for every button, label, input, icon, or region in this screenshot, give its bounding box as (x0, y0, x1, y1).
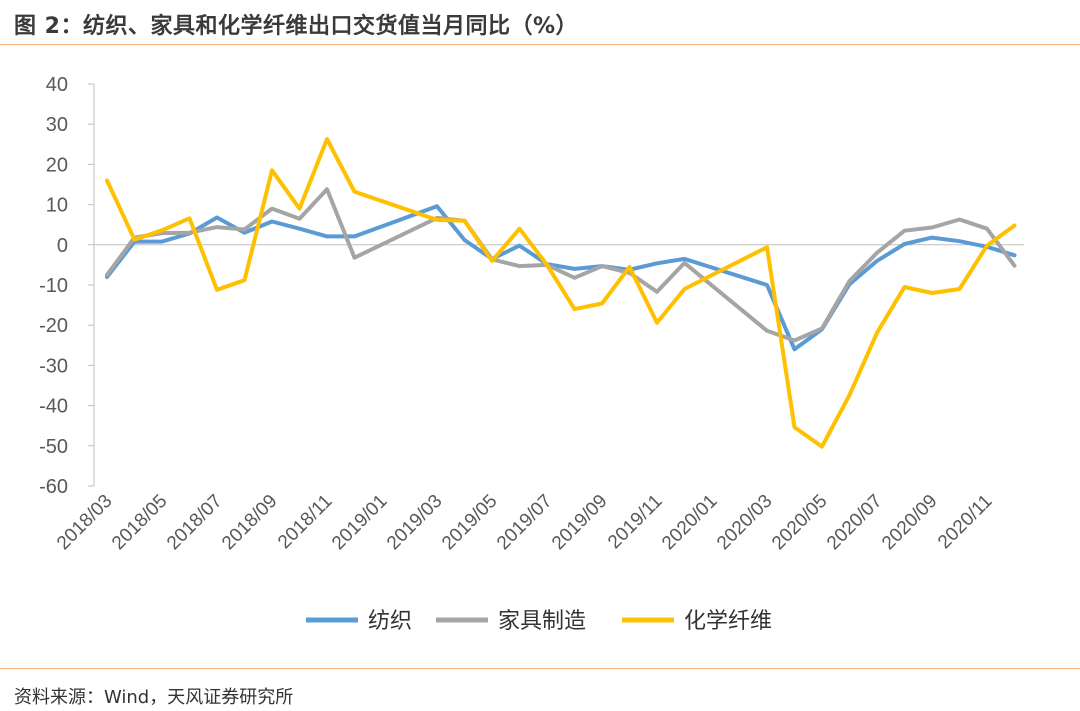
x-tick-label: 2019/05 (438, 491, 501, 554)
x-tick-label: 2019/07 (493, 491, 556, 554)
x-tick-label: 2020/05 (768, 491, 831, 554)
x-tick-label: 2019/11 (604, 491, 666, 553)
y-axis: 40 30 20 10 0 -10 -20 -30 -40 -50 -60 (39, 74, 95, 498)
legend: 纺织 家具制造 化学纤维 (306, 609, 772, 634)
x-tick-label: 2020/09 (878, 491, 941, 554)
x-tick-label: 2020/07 (823, 491, 886, 554)
y-tick-label: 10 (46, 195, 68, 217)
x-tick-label: 2018/07 (163, 491, 226, 554)
source-divider (0, 668, 1080, 669)
y-tick-label: -30 (39, 355, 68, 377)
chart-title: 图 2：纺织、家具和化学纤维出口交货值当月同比（%） (14, 14, 579, 39)
source-note: 资料来源：Wind，天风证券研究所 (14, 687, 294, 708)
x-tick-label: 2018/05 (108, 491, 171, 554)
x-axis: 2018/032018/052018/072018/092018/112019/… (53, 244, 1024, 554)
x-tick-label: 2020/11 (934, 491, 996, 553)
x-tick-label: 2020/01 (658, 491, 721, 554)
x-tick-label: 2019/03 (383, 491, 446, 554)
y-tick-label: 30 (46, 114, 68, 136)
y-tick-label: -50 (39, 436, 68, 458)
x-tick-label: 2019/01 (328, 491, 391, 554)
legend-label: 纺织 (368, 609, 412, 634)
x-tick-label: 2018/11 (274, 491, 336, 553)
y-tick-label: -40 (39, 396, 68, 418)
y-tick-label: 20 (46, 154, 68, 176)
series-lines (105, 137, 1017, 449)
x-tick-label: 2020/03 (713, 491, 776, 554)
y-tick-label: -10 (39, 275, 68, 297)
x-tick-label: 2018/03 (53, 491, 116, 554)
legend-label: 家具制造 (498, 609, 586, 634)
y-tick-label: -20 (39, 315, 68, 337)
y-tick-label: 40 (46, 74, 68, 96)
y-tick-label: -60 (39, 476, 68, 498)
x-tick-label: 2018/09 (218, 491, 281, 554)
title-divider (0, 44, 1080, 45)
legend-label: 化学纤维 (684, 609, 772, 634)
x-tick-label: 2019/09 (548, 491, 611, 554)
series-line-1 (105, 187, 1017, 343)
y-tick-label: 0 (57, 235, 68, 257)
series-line-2 (105, 137, 1017, 449)
